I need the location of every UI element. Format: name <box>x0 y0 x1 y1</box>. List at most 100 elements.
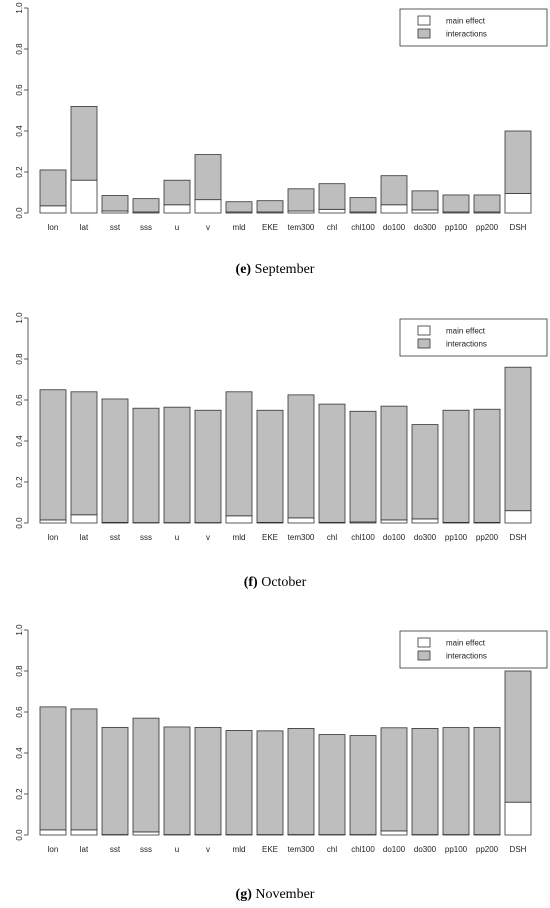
x-tick-label: chl100 <box>351 533 375 542</box>
x-tick-label: sst <box>110 533 121 542</box>
bar-interactions-sss <box>133 199 159 212</box>
x-tick-label: do300 <box>414 223 437 232</box>
bar-main-effect-lat <box>71 515 97 523</box>
x-tick-label: chl <box>327 533 337 542</box>
y-tick-label: 1.0 <box>15 312 24 324</box>
x-tick-label: do100 <box>383 223 406 232</box>
x-tick-label: tem300 <box>288 223 315 232</box>
y-tick-label: 0.6 <box>15 394 24 406</box>
legend-swatch <box>418 16 430 25</box>
y-tick-label: 0.8 <box>15 665 24 677</box>
x-tick-label: chl100 <box>351 845 375 854</box>
bar-interactions-do300 <box>412 191 438 210</box>
x-tick-label: v <box>206 845 210 854</box>
bar-main-effect-DSH <box>505 802 531 835</box>
legend-swatch <box>418 339 430 348</box>
bar-main-effect-do300 <box>412 519 438 523</box>
bar-interactions-u <box>164 727 190 835</box>
x-tick-label: pp100 <box>445 845 468 854</box>
x-tick-label: sss <box>140 223 152 232</box>
caption-letter: (e) <box>236 262 252 277</box>
x-tick-label: do300 <box>414 845 437 854</box>
x-tick-label: tem300 <box>288 533 315 542</box>
chart-panel-september: 0.0 0.2 0.4 0.6 0.8 1.0 lon lat sst sss u v mld EKE te… <box>0 0 550 240</box>
bar-interactions-do100 <box>381 176 407 205</box>
x-tick-label: mld <box>233 223 246 232</box>
bar-interactions-pp200 <box>474 195 500 212</box>
legend-swatch <box>418 638 430 647</box>
bar-interactions-do300 <box>412 425 438 519</box>
bar-interactions-pp100 <box>443 728 469 835</box>
bar-interactions-sst <box>102 399 128 522</box>
bar-interactions-v <box>195 727 221 834</box>
bar-interactions-EKE <box>257 201 283 212</box>
bar-interactions-tem300 <box>288 728 314 834</box>
y-tick-label: 0.4 <box>15 747 24 759</box>
legend-box <box>400 631 547 668</box>
x-tick-label: lon <box>48 533 59 542</box>
x-tick-label: u <box>175 533 179 542</box>
bar-interactions-pp100 <box>443 195 469 212</box>
bar-main-effect-DSH <box>505 511 531 523</box>
y-tick-label: 0.4 <box>15 125 24 137</box>
bar-main-effect-tem300 <box>288 518 314 523</box>
bar-interactions-pp200 <box>474 409 500 522</box>
bar-main-effect-lon <box>40 206 66 213</box>
bar-main-effect-do100 <box>381 520 407 523</box>
caption-letter: (f) <box>244 575 258 590</box>
x-tick-label: mld <box>233 845 246 854</box>
bar-main-effect-u <box>164 205 190 213</box>
legend-swatch <box>418 651 430 660</box>
bar-interactions-v <box>195 410 221 522</box>
x-tick-label: lon <box>48 223 59 232</box>
x-tick-label: EKE <box>262 845 278 854</box>
bar-interactions-do100 <box>381 406 407 520</box>
x-tick-label: v <box>206 533 210 542</box>
chart-panel-november: 0.0 0.2 0.4 0.6 0.8 1.0 lon lat sst sss u v mld EKE te… <box>0 622 550 862</box>
bar-interactions-chl100 <box>350 411 376 522</box>
bar-interactions-sss <box>133 408 159 522</box>
legend-label: interactions <box>446 340 487 349</box>
y-tick-label: 0.2 <box>15 476 24 488</box>
bar-interactions-EKE <box>257 731 283 835</box>
x-tick-label: tem300 <box>288 845 315 854</box>
legend: main effect interactions <box>400 9 547 46</box>
caption-month: November <box>255 887 314 902</box>
bar-interactions-EKE <box>257 410 283 522</box>
bar-interactions-pp100 <box>443 410 469 522</box>
legend-label: main effect <box>446 17 486 26</box>
chart-september: 0.0 0.2 0.4 0.6 0.8 1.0 lon lat sst sss u v mld EKE te… <box>0 0 550 240</box>
bar-interactions-lat <box>71 709 97 830</box>
caption-september: (e) September <box>0 262 550 278</box>
bar-interactions-u <box>164 180 190 205</box>
legend: main effect interactions <box>400 631 547 668</box>
bar-interactions-v <box>195 155 221 200</box>
bar-main-effect-do100 <box>381 831 407 835</box>
legend-swatch <box>418 29 430 38</box>
x-tick-label: sss <box>140 533 152 542</box>
bar-interactions-chl100 <box>350 198 376 212</box>
x-tick-label: EKE <box>262 533 278 542</box>
y-tick-label: 0.6 <box>15 706 24 718</box>
x-tick-label: pp200 <box>476 533 499 542</box>
legend-box <box>400 319 547 356</box>
bar-interactions-DSH <box>505 671 531 802</box>
legend-label: interactions <box>446 30 487 39</box>
x-tick-label: mld <box>233 533 246 542</box>
x-tick-label: sst <box>110 845 121 854</box>
x-tick-label: DSH <box>510 223 527 232</box>
chart-november: 0.0 0.2 0.4 0.6 0.8 1.0 lon lat sst sss u v mld EKE te… <box>0 622 550 862</box>
y-tick-label: 0.0 <box>15 517 24 529</box>
bar-main-effect-chl <box>319 209 345 213</box>
legend: main effect interactions <box>400 319 547 356</box>
legend-label: interactions <box>446 652 487 661</box>
x-tick-label: u <box>175 845 179 854</box>
legend-label: main effect <box>446 327 486 336</box>
y-tick-label: 0.6 <box>15 84 24 96</box>
x-tick-label: lat <box>80 223 89 232</box>
x-tick-label: v <box>206 223 210 232</box>
y-tick-label: 0.0 <box>15 207 24 219</box>
bar-interactions-chl100 <box>350 736 376 835</box>
legend-swatch <box>418 326 430 335</box>
bar-main-effect-lat <box>71 830 97 835</box>
